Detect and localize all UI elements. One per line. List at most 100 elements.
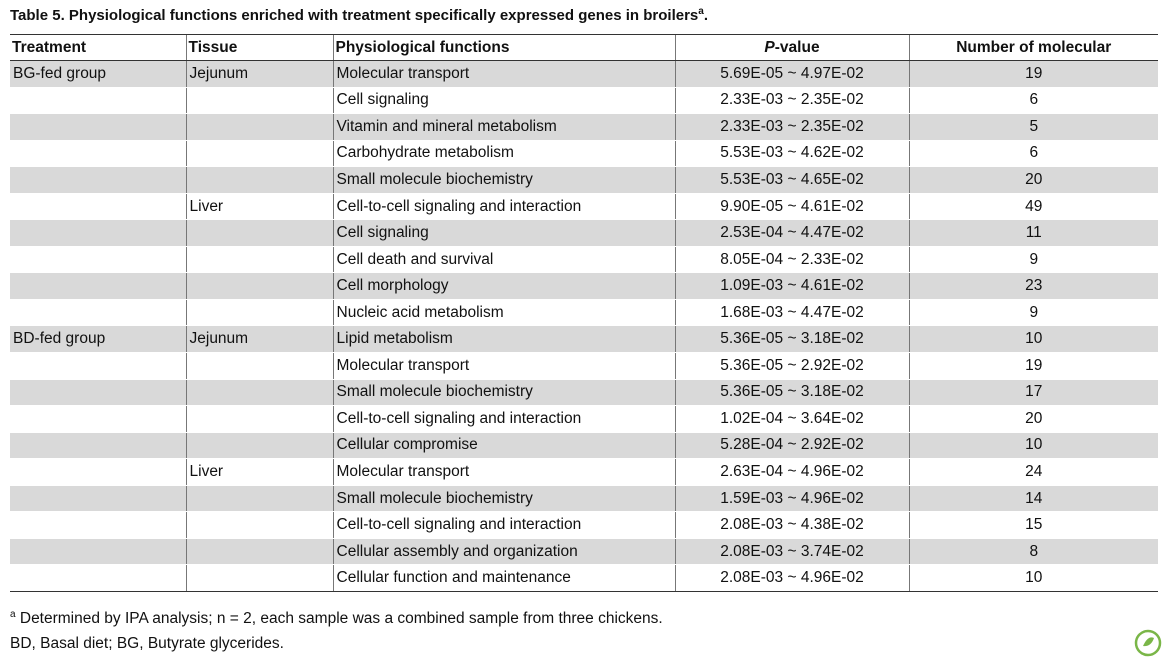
table-cell: 8 — [908, 538, 1158, 566]
empty-cell — [10, 272, 186, 300]
table-cell: Small molecule biochemistry — [332, 485, 675, 513]
footnote-text: Determined by IPA analysis; n = 2, each … — [15, 610, 663, 628]
table-row: Liver Molecular transport 2.63E-04 ~ 4.96E… — [10, 458, 1158, 486]
table-cell: Small molecule biochemistry — [332, 166, 675, 194]
table-row: BD-fed group Jejunum Lipid metabolism 5.36E… — [10, 325, 1158, 354]
table-cell: 20 — [908, 405, 1158, 433]
table-row: Vitamin and mineral metabolism 2.33E-03 ~… — [10, 113, 1158, 141]
footnote: a Determined by IPA analysis; n = 2, eac… — [10, 609, 663, 628]
empty-cell — [185, 511, 333, 539]
table-title: Table 5. Physiological functions enriche… — [10, 6, 708, 24]
table-cell: 11 — [908, 219, 1158, 247]
table-cell: 15 — [908, 511, 1158, 539]
table-cell: Lipid metabolism — [332, 325, 675, 354]
table-cell: 5.53E-03 ~ 4.62E-02 — [674, 140, 909, 168]
empty-cell — [10, 432, 186, 460]
empty-cell — [10, 485, 186, 513]
empty-cell — [185, 538, 333, 566]
empty-cell — [10, 219, 186, 247]
table-cell: Liver — [185, 193, 333, 221]
empty-cell — [185, 87, 333, 115]
footnote: BD, Basal diet; BG, Butyrate glycerides. — [10, 635, 284, 653]
empty-cell — [185, 379, 333, 407]
empty-cell — [10, 87, 186, 115]
header-cell: Treatment — [10, 34, 186, 61]
table-row: Small molecule biochemistry 5.53E-03 ~ 4.… — [10, 166, 1158, 194]
table-row: Nucleic acid metabolism 1.68E-03 ~ 4.47E-… — [10, 299, 1158, 327]
table-cell: Molecular transport — [332, 352, 675, 380]
table-cell: Jejunum — [185, 325, 333, 354]
table-cell: 2.63E-04 ~ 4.96E-02 — [674, 458, 909, 486]
table-cell: 19 — [908, 60, 1158, 88]
table-cell: Cellular assembly and organization — [332, 538, 675, 566]
table-cell: 5.69E-05 ~ 4.97E-02 — [674, 60, 909, 88]
table-cell: Cell signaling — [332, 219, 675, 247]
table-cell: BD-fed group — [10, 325, 186, 354]
footnote-text: BD, Basal diet; BG, Butyrate glycerides. — [10, 635, 284, 652]
table-cell: BG-fed group — [10, 60, 186, 88]
table-cell: Cell-to-cell signaling and interaction — [332, 511, 675, 539]
empty-cell — [185, 485, 333, 513]
header-cell: Physiological functions — [332, 34, 675, 61]
table-cell: 5.28E-04 ~ 2.92E-02 — [674, 432, 909, 460]
table-row: Cell morphology 1.09E-03 ~ 4.61E-02 23 — [10, 272, 1158, 300]
table-cell: 5.53E-03 ~ 4.65E-02 — [674, 166, 909, 194]
empty-cell — [10, 564, 186, 592]
table-cell: 10 — [908, 564, 1158, 592]
table-cell: 8.05E-04 ~ 2.33E-02 — [674, 246, 909, 274]
header-text: -value — [774, 38, 820, 56]
table-cell: Molecular transport — [332, 458, 675, 486]
empty-cell — [10, 140, 186, 168]
empty-cell — [10, 379, 186, 407]
empty-cell — [10, 405, 186, 433]
table-row: Cellular assembly and organization 2.08E-… — [10, 538, 1158, 566]
table-cell: 2.33E-03 ~ 2.35E-02 — [674, 113, 909, 141]
table-cell: 9 — [908, 246, 1158, 274]
table-cell: 6 — [908, 87, 1158, 115]
table-cell: Liver — [185, 458, 333, 486]
empty-cell — [185, 432, 333, 460]
table-cell: 5.36E-05 ~ 3.18E-02 — [674, 325, 909, 354]
empty-cell — [10, 299, 186, 327]
table-cell: 6 — [908, 140, 1158, 168]
table-cell: 49 — [908, 193, 1158, 221]
table-cell: 20 — [908, 166, 1158, 194]
table-cell: Cell-to-cell signaling and interaction — [332, 193, 675, 221]
table-cell: 24 — [908, 458, 1158, 486]
table-cell: Cell-to-cell signaling and interaction — [332, 405, 675, 433]
title-text: Table 5. Physiological functions enriche… — [10, 7, 699, 24]
table-cell: 9.90E-05 ~ 4.61E-02 — [674, 193, 909, 221]
title-sup: a — [698, 6, 704, 17]
table-cell: 5 — [908, 113, 1158, 141]
table-cell: 1.68E-03 ~ 4.47E-02 — [674, 299, 909, 327]
logo-icon — [1134, 629, 1162, 657]
table-cell: 14 — [908, 485, 1158, 513]
empty-cell — [185, 246, 333, 274]
table-cell: Cellular function and maintenance — [332, 564, 675, 592]
empty-cell — [10, 193, 186, 221]
table-row: Carbohydrate metabolism 5.53E-03 ~ 4.62E-… — [10, 140, 1158, 168]
footnote-sup: a — [10, 609, 16, 620]
table-cell: 2.08E-03 ~ 3.74E-02 — [674, 538, 909, 566]
header-em: P — [764, 38, 775, 56]
header-cell: P-value — [674, 34, 909, 61]
empty-cell — [10, 511, 186, 539]
title-end: . — [703, 7, 708, 24]
table-cell: 5.36E-05 ~ 3.18E-02 — [674, 379, 909, 407]
empty-cell — [10, 458, 186, 486]
header-row: Treatment Tissue Physiological functions P-… — [10, 34, 1158, 61]
table-cell: Cell morphology — [332, 272, 675, 300]
table: Treatment Tissue Physiological functions P-… — [10, 34, 1158, 592]
empty-cell — [185, 272, 333, 300]
empty-cell — [10, 246, 186, 274]
table-cell: 19 — [908, 352, 1158, 380]
empty-cell — [185, 299, 333, 327]
table-row: Cell-to-cell signaling and interaction 1.… — [10, 405, 1158, 433]
table-cell: Jejunum — [185, 60, 333, 88]
table-row: Molecular transport 5.36E-05 ~ 2.92E-02 19 — [10, 352, 1158, 380]
table-cell: Carbohydrate metabolism — [332, 140, 675, 168]
header-cell: Number of molecular — [908, 34, 1158, 61]
empty-cell — [185, 352, 333, 380]
table-row: Small molecule biochemistry 5.36E-05 ~ 3.… — [10, 379, 1158, 407]
table-cell: 5.36E-05 ~ 2.92E-02 — [674, 352, 909, 380]
